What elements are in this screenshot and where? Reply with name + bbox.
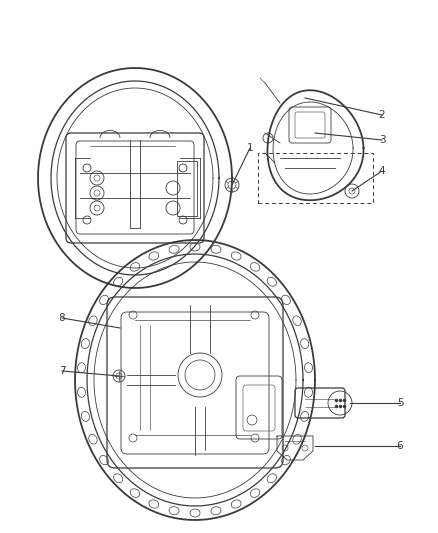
- Bar: [177, 161, 197, 216]
- Text: 5: 5: [397, 398, 403, 408]
- Text: 4: 4: [379, 166, 385, 176]
- Text: 2: 2: [379, 110, 385, 120]
- Text: 8: 8: [59, 313, 65, 323]
- Text: 6: 6: [397, 441, 403, 451]
- Text: 3: 3: [379, 135, 385, 145]
- Bar: [258, 153, 373, 203]
- Text: 1: 1: [247, 143, 253, 153]
- Text: 7: 7: [59, 366, 65, 376]
